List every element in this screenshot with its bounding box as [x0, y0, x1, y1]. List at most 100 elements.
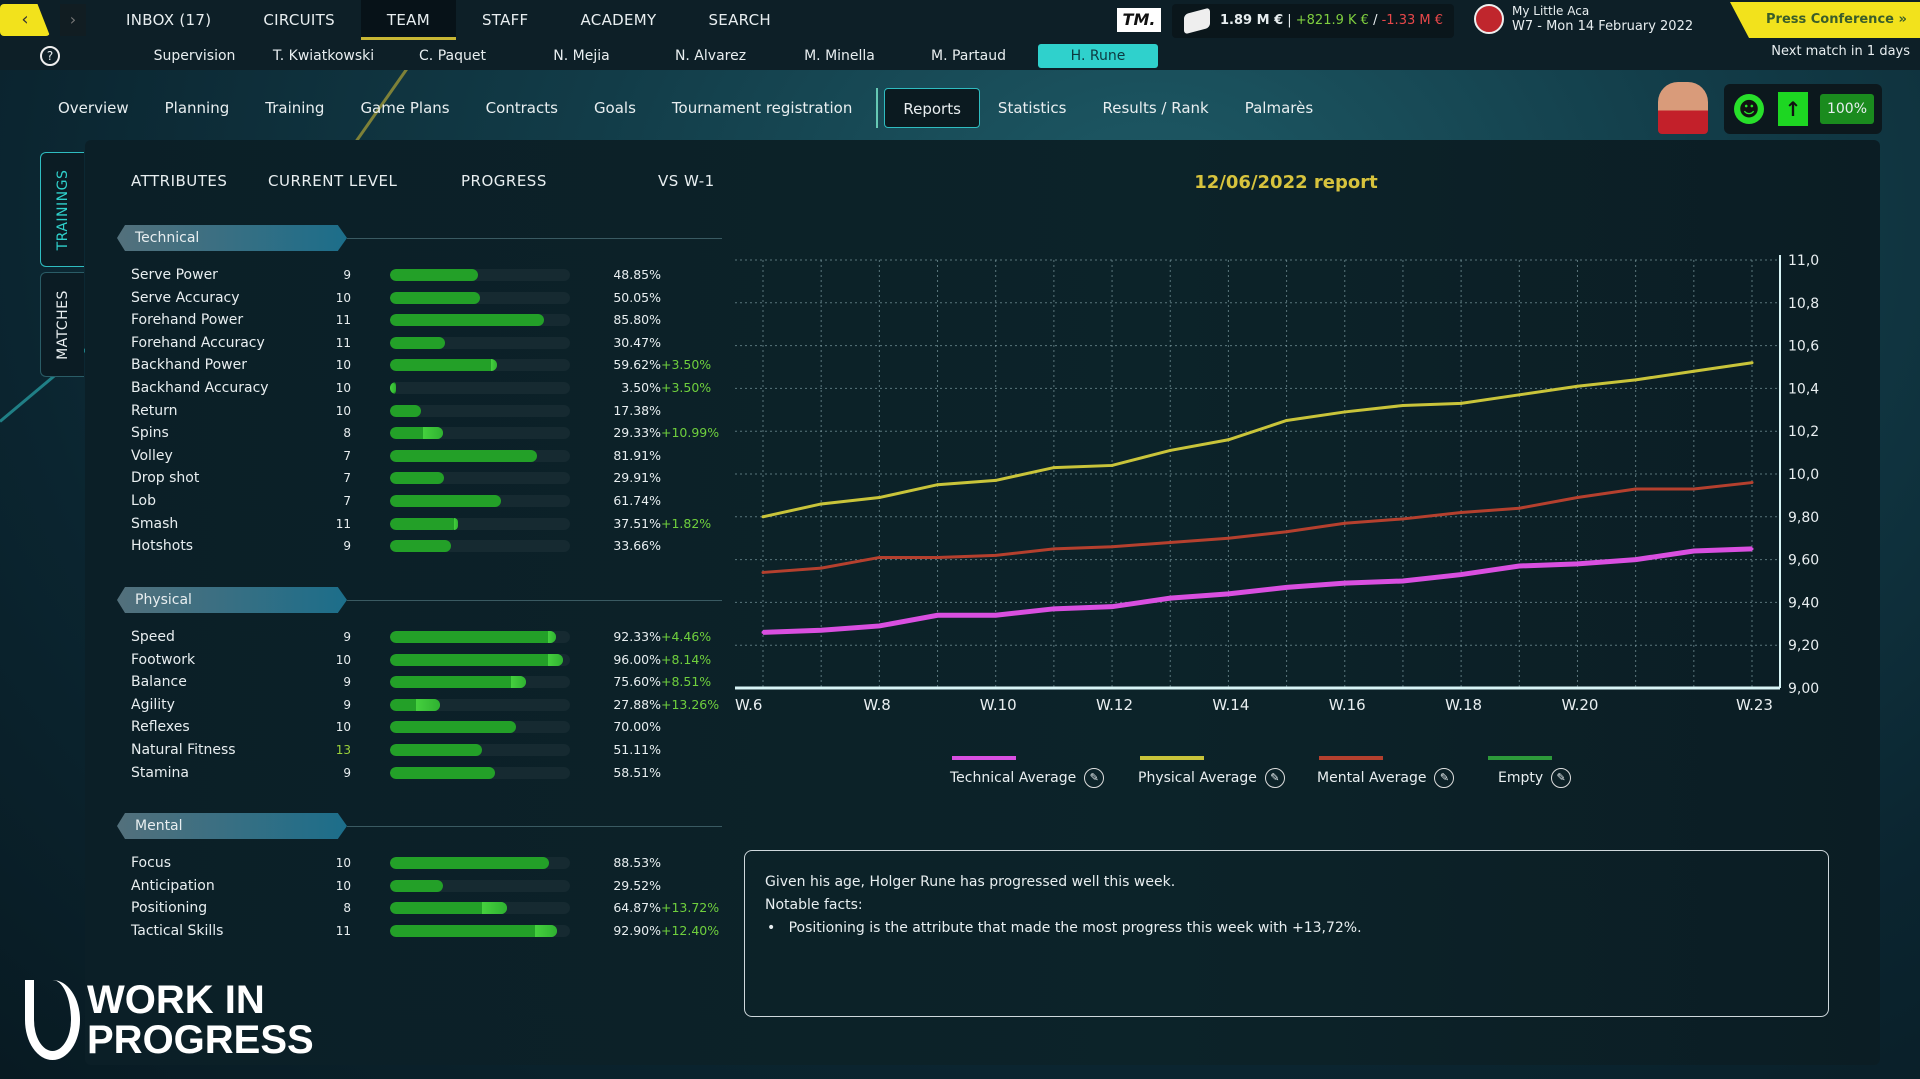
nav-search[interactable]: SEARCH: [708, 11, 771, 29]
progress-gain-fill: [510, 676, 527, 689]
subnav-player[interactable]: N. Mejia: [553, 48, 610, 64]
progress-fill: [390, 472, 444, 485]
attribute-level: 9: [343, 765, 351, 780]
subnav-player[interactable]: M. Partaud: [931, 48, 1006, 64]
nav-academy[interactable]: ACADEMY: [580, 11, 657, 29]
weekly-delta: +8.14%: [661, 651, 712, 667]
attribute-name: Focus: [131, 855, 171, 871]
progress-bar: [390, 653, 570, 666]
attribute-row: Forehand Power 11 85.80%: [131, 309, 731, 331]
press-conference-button[interactable]: Press Conference »: [1730, 2, 1920, 38]
nav-team[interactable]: TEAM: [360, 0, 456, 40]
tab-reports[interactable]: Reports: [884, 88, 980, 128]
legend-swatch: [1319, 756, 1383, 760]
progress-percent: 50.05%: [613, 289, 661, 305]
progress-fill: [390, 744, 482, 756]
progress-bar: [390, 359, 570, 372]
attribute-name: Smash: [131, 515, 179, 532]
attribute-level: 11: [335, 516, 351, 531]
attribute-name: Natural Fitness: [131, 742, 236, 758]
progress-bar: [390, 698, 570, 711]
attribute-row: Volley 7 81.91%: [131, 445, 731, 467]
progress-bar: [390, 631, 570, 643]
y-tick-label: 9,60: [1788, 553, 1819, 569]
series-line-mental-average: [762, 481, 1753, 574]
attribute-name: Serve Accuracy: [131, 289, 240, 306]
tab-contracts[interactable]: Contracts: [485, 99, 558, 117]
data-point: [1343, 581, 1347, 585]
progress-bar: [390, 676, 570, 689]
finance-box[interactable]: 1.89 M € | +821.9 K € / -1.33 M €: [1172, 4, 1454, 38]
progress-gain-fill: [390, 382, 397, 394]
attribute-row: Balance 9 75.60% +8.51%: [131, 671, 731, 693]
legend-item[interactable]: Physical Average ✎: [1138, 754, 1285, 788]
subnav-player[interactable]: M. Minella: [804, 48, 875, 64]
weekly-delta: +10.99%: [661, 425, 720, 441]
help-icon[interactable]: ?: [40, 46, 60, 66]
progress-percent: 59.62%: [613, 357, 661, 373]
data-point: [1692, 369, 1696, 373]
tab-goals[interactable]: Goals: [593, 99, 636, 117]
data-point: [1575, 384, 1579, 388]
attribute-level: 10: [335, 403, 351, 418]
data-point: [1459, 401, 1463, 405]
attribute-level: 8: [343, 901, 351, 916]
player-avatar: [1658, 82, 1708, 134]
tab-results-rank[interactable]: Results / Rank: [1102, 99, 1209, 117]
club-logo-icon: [1474, 4, 1504, 34]
forward-button[interactable]: ›: [60, 4, 86, 36]
subnav-player-active[interactable]: H. Rune: [1038, 44, 1158, 68]
legend-item[interactable]: Empty ✎: [1488, 754, 1572, 788]
attribute-name: Balance: [131, 674, 187, 691]
subnav-player[interactable]: T. Kwiatkowski: [272, 48, 375, 64]
tab-palmares[interactable]: Palmarès: [1244, 99, 1314, 117]
edit-pencil-icon[interactable]: ✎: [1551, 768, 1572, 788]
data-point: [936, 555, 940, 559]
nav-staff[interactable]: STAFF: [481, 11, 529, 29]
player-status: ☻ ↑ 100%: [1724, 84, 1882, 134]
attribute-name: Lob: [131, 493, 157, 509]
progress-fill: [390, 653, 563, 666]
side-tab-matches[interactable]: MATCHES: [40, 272, 84, 377]
attribute-level: 10: [335, 720, 351, 735]
progress-bar: [390, 902, 570, 915]
attribute-row: Anticipation 10 29.52%: [131, 875, 731, 897]
progress-gain-fill: [548, 631, 557, 643]
tab-planning[interactable]: Planning: [164, 99, 230, 117]
progress-percent: 51.11%: [613, 742, 661, 757]
tab-training[interactable]: Training: [265, 99, 325, 117]
legend-item[interactable]: Technical Average ✎: [950, 754, 1105, 788]
edit-pencil-icon[interactable]: ✎: [1264, 768, 1285, 788]
edit-pencil-icon[interactable]: ✎: [1084, 768, 1105, 788]
progress-percent: 33.66%: [613, 538, 661, 554]
attribute-name: Drop shot: [131, 470, 200, 487]
attribute-level: 9: [343, 697, 351, 712]
nav-circuits[interactable]: CIRCUITS: [263, 11, 335, 29]
data-point: [1634, 558, 1638, 562]
subnav-supervision[interactable]: Supervision: [153, 48, 236, 64]
nav-inbox[interactable]: INBOX (17): [126, 11, 212, 29]
legend-item[interactable]: Mental Average ✎: [1317, 754, 1455, 788]
y-tick-label: 10,80: [1788, 296, 1820, 312]
side-tab-trainings[interactable]: TRAININGS: [40, 152, 84, 267]
data-point: [936, 483, 940, 487]
progress-bar: [390, 336, 570, 349]
tab-tournament-registration[interactable]: Tournament registration: [671, 99, 853, 117]
x-tick-label: W.20: [1561, 696, 1598, 714]
tab-overview[interactable]: Overview: [58, 99, 129, 117]
subnav-player[interactable]: N. Alvarez: [674, 48, 747, 64]
data-point: [1401, 404, 1405, 408]
tab-game-plans[interactable]: Game Plans: [360, 99, 450, 117]
progress-bar: [390, 495, 570, 507]
attribute-level: 8: [343, 426, 351, 441]
back-button[interactable]: ‹: [0, 4, 50, 36]
data-point: [936, 613, 940, 617]
data-point: [1343, 410, 1347, 414]
edit-pencil-icon[interactable]: ✎: [1434, 768, 1455, 788]
data-point: [1692, 487, 1696, 491]
data-point: [761, 570, 765, 574]
progress-percent: 64.87%: [613, 900, 661, 916]
tab-statistics[interactable]: Statistics: [997, 99, 1067, 117]
subnav-player[interactable]: C. Paquet: [419, 48, 486, 64]
attribute-name: Agility: [131, 696, 175, 713]
